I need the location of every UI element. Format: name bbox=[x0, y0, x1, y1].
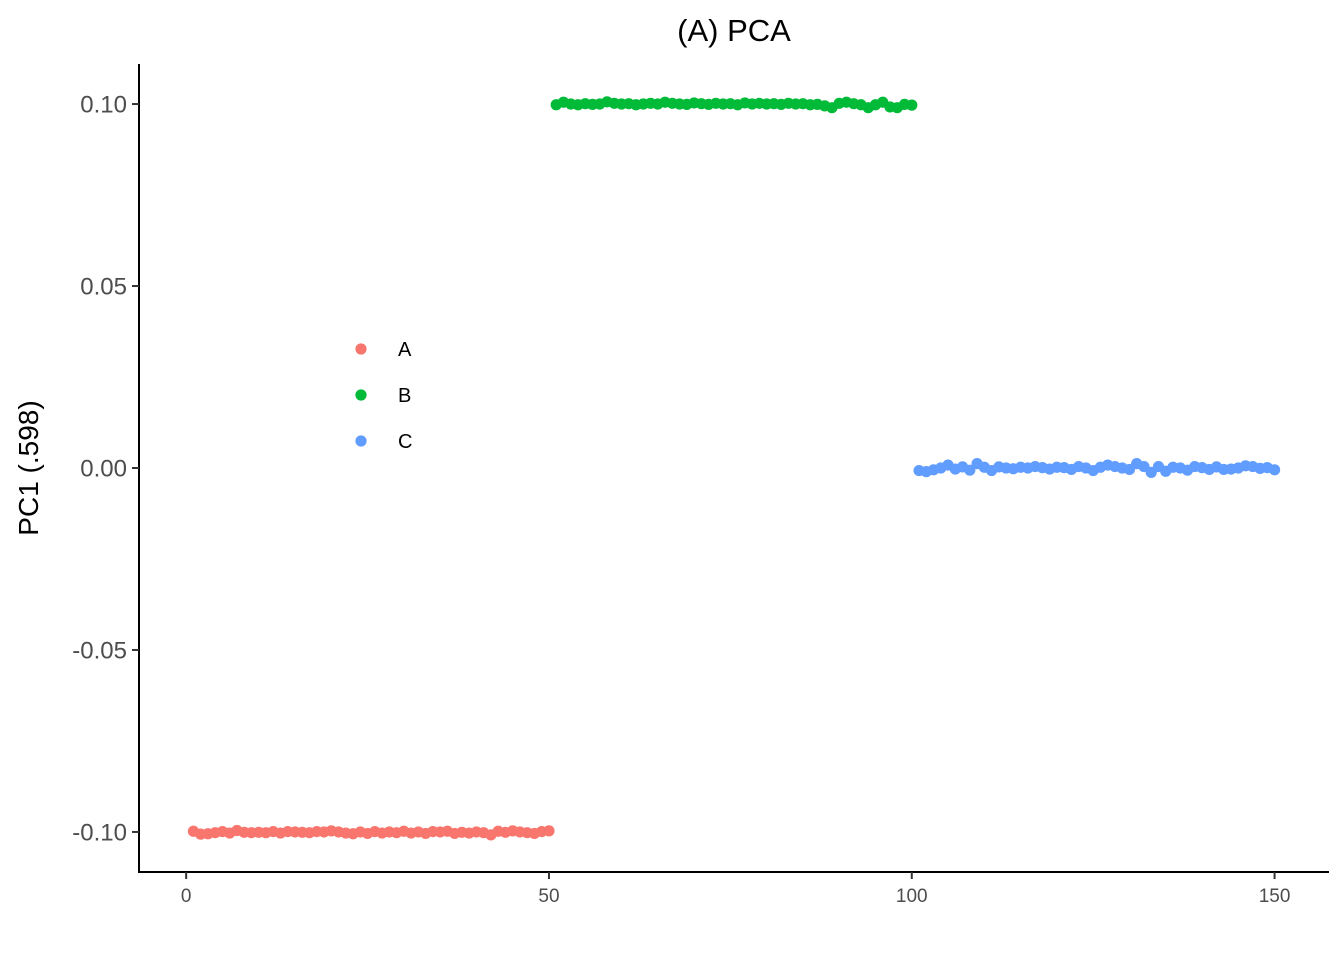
y-tick-label: -0.10 bbox=[72, 819, 127, 846]
legend-label: C bbox=[398, 431, 412, 453]
legend-label: B bbox=[398, 385, 411, 407]
y-tick-label: 0.05 bbox=[80, 274, 127, 301]
x-tick-label: 50 bbox=[538, 886, 559, 907]
legend-key-B bbox=[355, 389, 367, 401]
x-tick-label: 0 bbox=[181, 886, 192, 907]
data-points bbox=[187, 96, 1281, 841]
data-point bbox=[964, 464, 976, 476]
series-C bbox=[913, 458, 1281, 478]
y-tick-label: 0.00 bbox=[80, 456, 127, 483]
y-ticks: 0.10 0.05 0.00 -0.05 -0.10 bbox=[72, 92, 139, 846]
chart-title: (A) PCA bbox=[677, 13, 791, 48]
y-tick-label: 0.10 bbox=[80, 92, 127, 119]
x-tick-label: 150 bbox=[1259, 886, 1291, 907]
y-axis-label: PC1 (.598) bbox=[13, 400, 44, 535]
data-point bbox=[906, 99, 918, 111]
legend: A B C bbox=[355, 339, 412, 453]
legend-label: A bbox=[398, 339, 412, 361]
data-point bbox=[1268, 464, 1281, 476]
x-tick-label: 100 bbox=[896, 886, 928, 907]
series-B bbox=[550, 96, 918, 114]
legend-key-A bbox=[355, 343, 367, 355]
data-point bbox=[543, 825, 555, 837]
series-A bbox=[187, 824, 555, 841]
y-tick-label: -0.05 bbox=[72, 637, 127, 664]
x-ticks: 0 50 100 150 bbox=[181, 872, 1291, 907]
legend-key-C bbox=[355, 435, 367, 447]
